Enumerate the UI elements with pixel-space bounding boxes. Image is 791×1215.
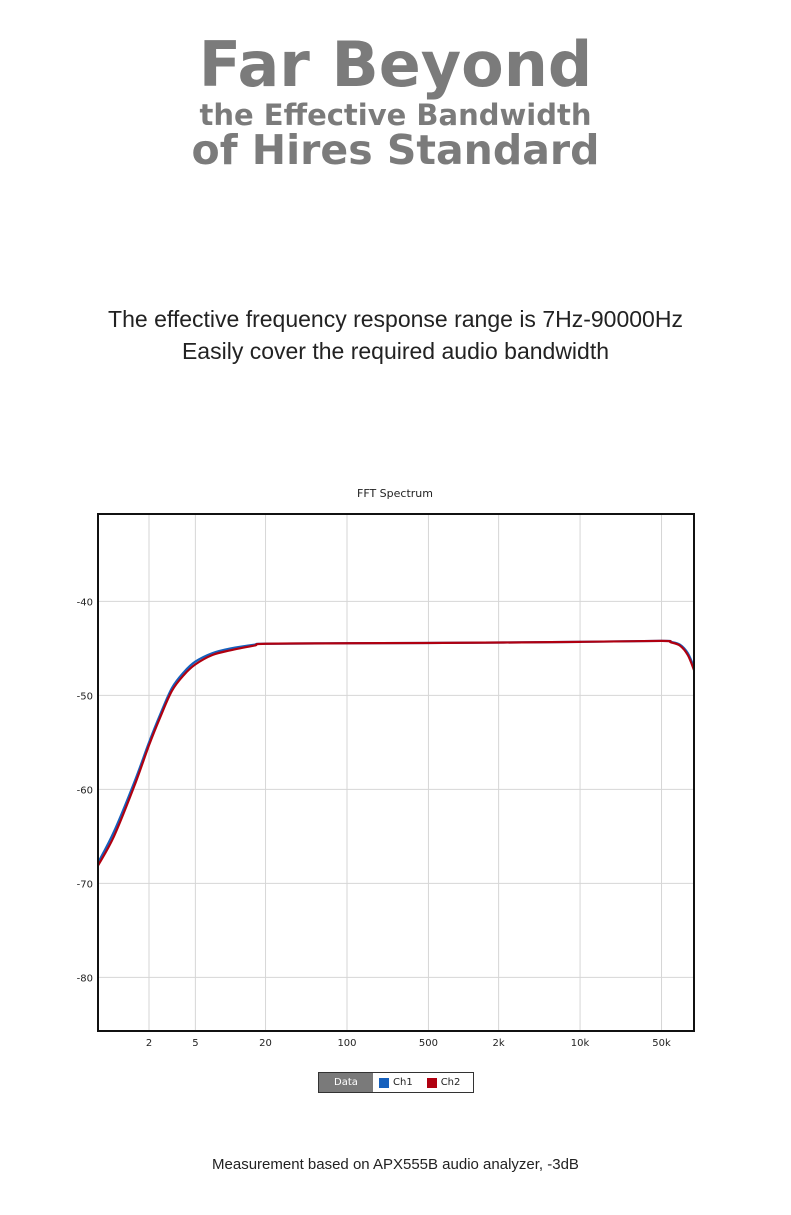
x-tick-label: 5 (192, 1038, 198, 1049)
ch1-swatch (379, 1077, 389, 1088)
x-tick-label: 2 (146, 1038, 152, 1049)
x-tick-label: 2k (493, 1038, 505, 1049)
headline-line3: of Hires Standard (191, 126, 600, 174)
subtitle-line2: Easily cover the required audio bandwidt… (181, 338, 610, 364)
y-tick-label: -60 (77, 785, 93, 796)
series-line-ch1 (97, 639, 696, 864)
x-tick-label: 10k (571, 1038, 590, 1049)
chart-legend: Data Ch1 Ch2 (318, 1072, 474, 1093)
legend-item-ch2: Ch2 (413, 1073, 461, 1092)
series-line-ch2 (97, 639, 696, 867)
x-tick-label: 100 (337, 1038, 356, 1049)
subtitle-line1: The effective frequency response range i… (108, 306, 683, 332)
y-tick-label: -40 (77, 597, 93, 608)
legend-title: Data (319, 1073, 373, 1092)
y-tick-label: -70 (77, 879, 93, 890)
plot-frame (97, 513, 695, 1032)
y-tick-label: -80 (77, 973, 93, 984)
x-tick-label: 50k (652, 1038, 671, 1049)
x-tick-label: 500 (419, 1038, 438, 1049)
x-tick-label: 20 (259, 1038, 272, 1049)
headline: Far Beyond (198, 28, 593, 101)
ch2-swatch (426, 1077, 437, 1088)
chart-title: FFT Spectrum (357, 487, 433, 500)
footnote: Measurement based on APX555B audio analy… (212, 1156, 579, 1173)
legend-label: Ch2 (440, 1077, 461, 1088)
headline-line2: the Effective Bandwidth (199, 98, 592, 132)
legend-item-ch1: Ch1 (373, 1073, 413, 1092)
y-tick-label: -50 (77, 691, 93, 702)
legend-label: Ch1 (393, 1077, 413, 1088)
fft-chart: FFT Spectrum 2 5 20 100 500 2k 10k 50k -40 -50 -60 -… (77, 487, 696, 1049)
